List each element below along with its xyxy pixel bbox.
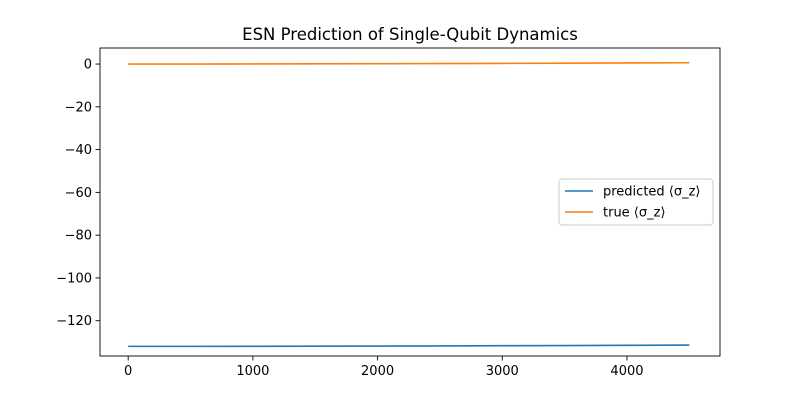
legend-label-1: true ⟨σ_z⟩ [603, 206, 666, 221]
legend-label-0: predicted ⟨σ_z⟩ [603, 185, 701, 200]
y-tick-label: 0 [84, 58, 92, 73]
y-tick-label: −120 [56, 314, 92, 329]
y-tick-label: −100 [56, 271, 92, 286]
x-tick-label: 4000 [610, 364, 643, 379]
x-tick-label: 0 [124, 364, 132, 379]
chart-title: ESN Prediction of Single-Qubit Dynamics [242, 25, 578, 44]
axes: 0 1000 2000 3000 4000 0 −20 −40 −60 −80 −100 −120 [56, 47, 721, 379]
plot-area [128, 61, 690, 348]
series-line-1 [128, 61, 690, 65]
y-tick-label: −40 [65, 143, 92, 158]
y-tick-label: −20 [65, 100, 92, 115]
y-tick-label: −60 [65, 186, 92, 201]
legend-box [558, 178, 714, 226]
legend: predicted ⟨σ_z⟩true ⟨σ_z⟩ [558, 178, 714, 226]
x-tick-label: 1000 [236, 364, 269, 379]
y-tick-label: −80 [65, 229, 92, 244]
axes-frame [99, 47, 721, 357]
x-tick-label: 2000 [361, 364, 394, 379]
x-tick-label: 3000 [486, 364, 519, 379]
series-line-0 [128, 344, 690, 348]
